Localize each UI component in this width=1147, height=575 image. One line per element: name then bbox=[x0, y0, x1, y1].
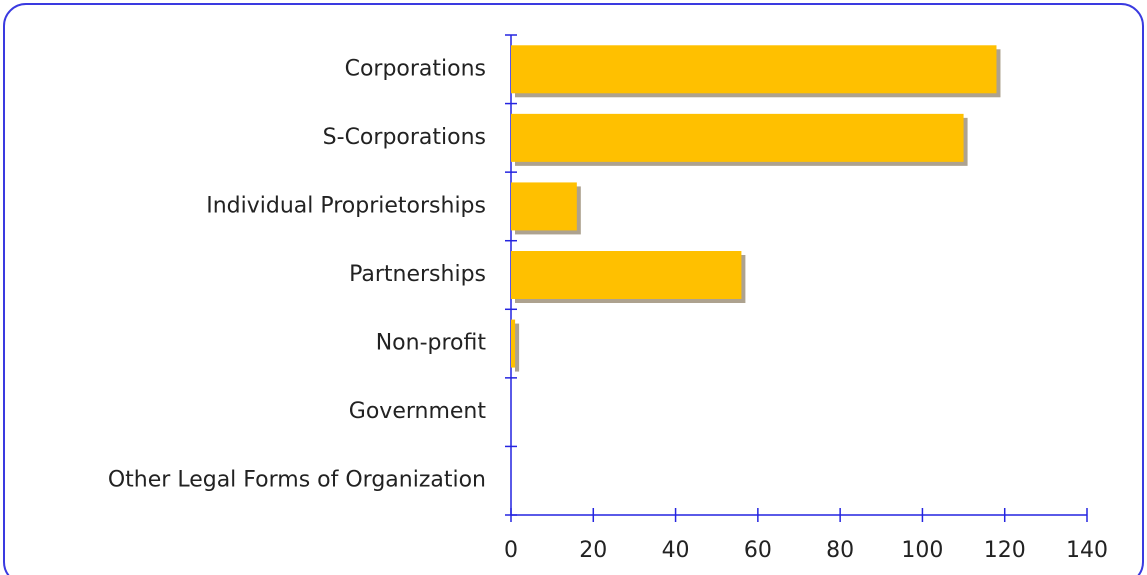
bar bbox=[511, 113, 964, 162]
x-tick-label: 80 bbox=[826, 538, 854, 563]
y-tick-label: Corporations bbox=[345, 56, 486, 81]
bar bbox=[511, 45, 997, 94]
y-tick-label: Partnerships bbox=[349, 262, 486, 287]
y-tick-label: Other Legal Forms of Organization bbox=[108, 468, 486, 493]
x-tick-label: 120 bbox=[984, 538, 1026, 563]
bar bbox=[511, 182, 577, 231]
x-tick-label: 60 bbox=[744, 538, 772, 563]
x-tick-label: 40 bbox=[662, 538, 690, 563]
x-tick-label: 0 bbox=[504, 538, 518, 563]
x-tick-label: 20 bbox=[579, 538, 607, 563]
x-tick-label: 140 bbox=[1066, 538, 1108, 563]
y-tick-label: S-Corporations bbox=[323, 125, 486, 150]
y-tick-label: Individual Proprietorships bbox=[206, 193, 486, 218]
bar bbox=[511, 319, 516, 368]
bar bbox=[511, 251, 742, 299]
bar-shadow bbox=[515, 323, 520, 372]
x-tick-label: 100 bbox=[901, 538, 943, 563]
y-tick-label: Government bbox=[349, 399, 487, 424]
y-tick-label: Non-profit bbox=[376, 331, 487, 356]
